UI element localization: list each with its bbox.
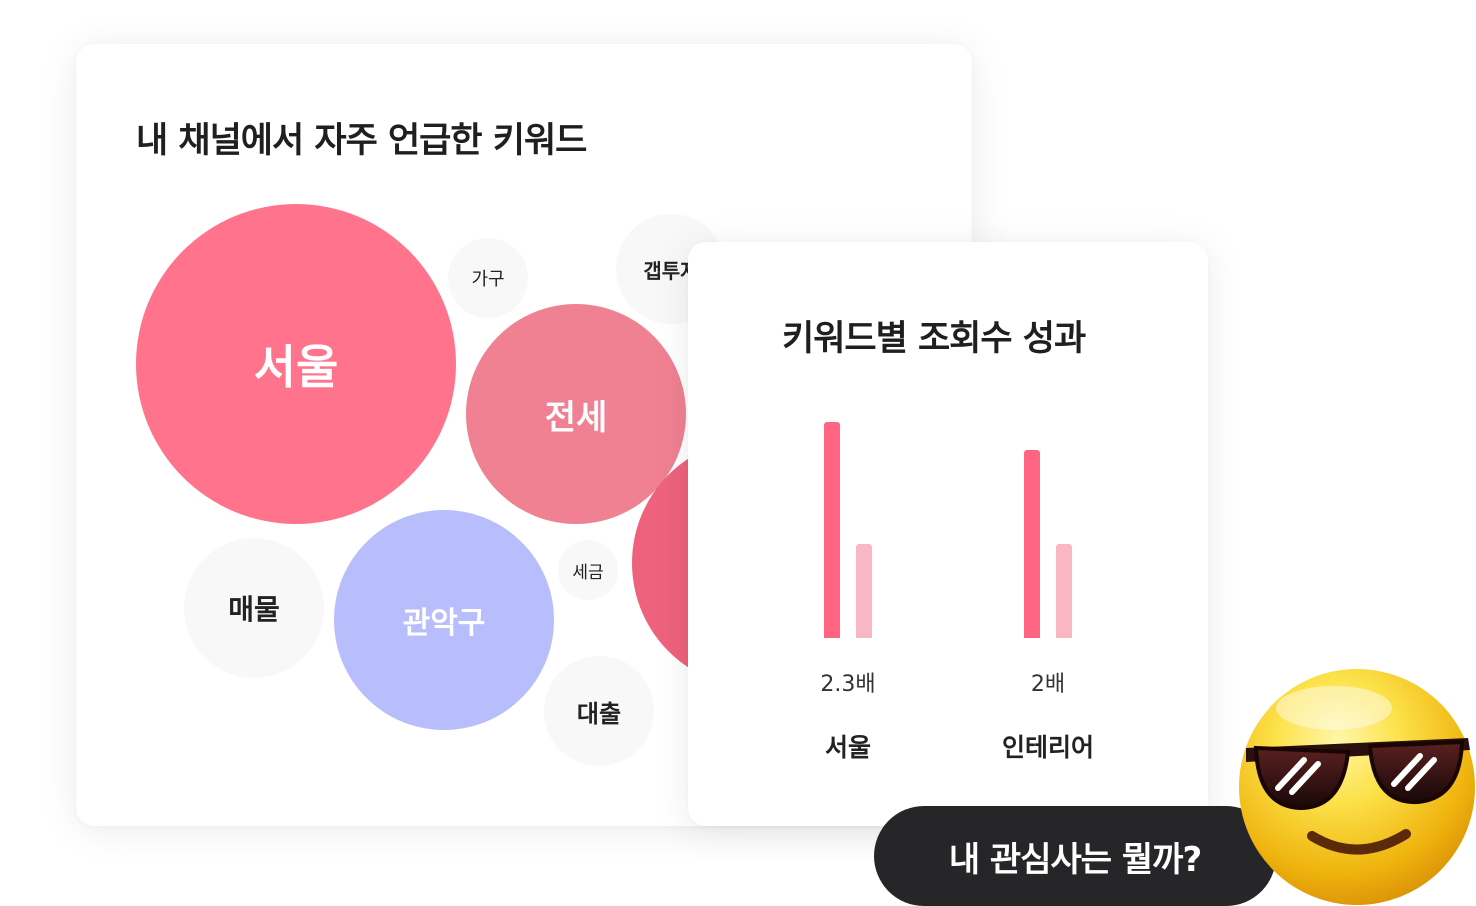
keyword-bubble-label: 전세 (544, 397, 608, 438)
keyword-bubble-gagu: 가구 (448, 238, 528, 318)
keyword-bubble-daechul: 대출 (544, 656, 654, 766)
keyword-bubble-label: 매물 (228, 593, 280, 626)
bar-value-label: 2.3배 (820, 672, 876, 697)
keyword-bubble-label: 대출 (576, 699, 622, 728)
keyword-bubble-jeonse: 전세 (466, 304, 686, 524)
bar-2-series-1 (1024, 450, 1040, 638)
sunglasses-smiley-icon (1239, 669, 1475, 905)
keyword-bubble-seoul: 서울 (136, 204, 456, 524)
bar-value-label: 2배 (1030, 672, 1066, 697)
bar-2-series-2 (1056, 544, 1072, 638)
keyword-bubble-label: 관악구 (402, 606, 486, 641)
keyword-bubble-label: 서울 (253, 340, 339, 394)
keyword-bubble-label: 세금 (572, 562, 604, 583)
bar-1-series-1 (824, 422, 840, 638)
bar-1-series-2 (856, 544, 872, 638)
my-interests-button[interactable]: 내 관심사는 뭘까? (874, 806, 1276, 906)
keyword-bubble-maemul: 매물 (184, 538, 324, 678)
keywords-card-title: 내 채널에서 자주 언급한 키워드 (136, 121, 587, 161)
bar-category-label: 인테리어 (1001, 733, 1094, 762)
keyword-bubble-gwanak: 관악구 (334, 510, 554, 730)
performance-card-title: 키워드별 조회수 성과 (782, 319, 1086, 359)
keyword-bubble-label: 가구 (471, 269, 505, 290)
my-interests-button-label: 내 관심사는 뭘까? (948, 839, 1202, 880)
keyword-bubble-segeum: 세금 (558, 540, 618, 600)
bar-category-label: 서울 (824, 733, 871, 762)
